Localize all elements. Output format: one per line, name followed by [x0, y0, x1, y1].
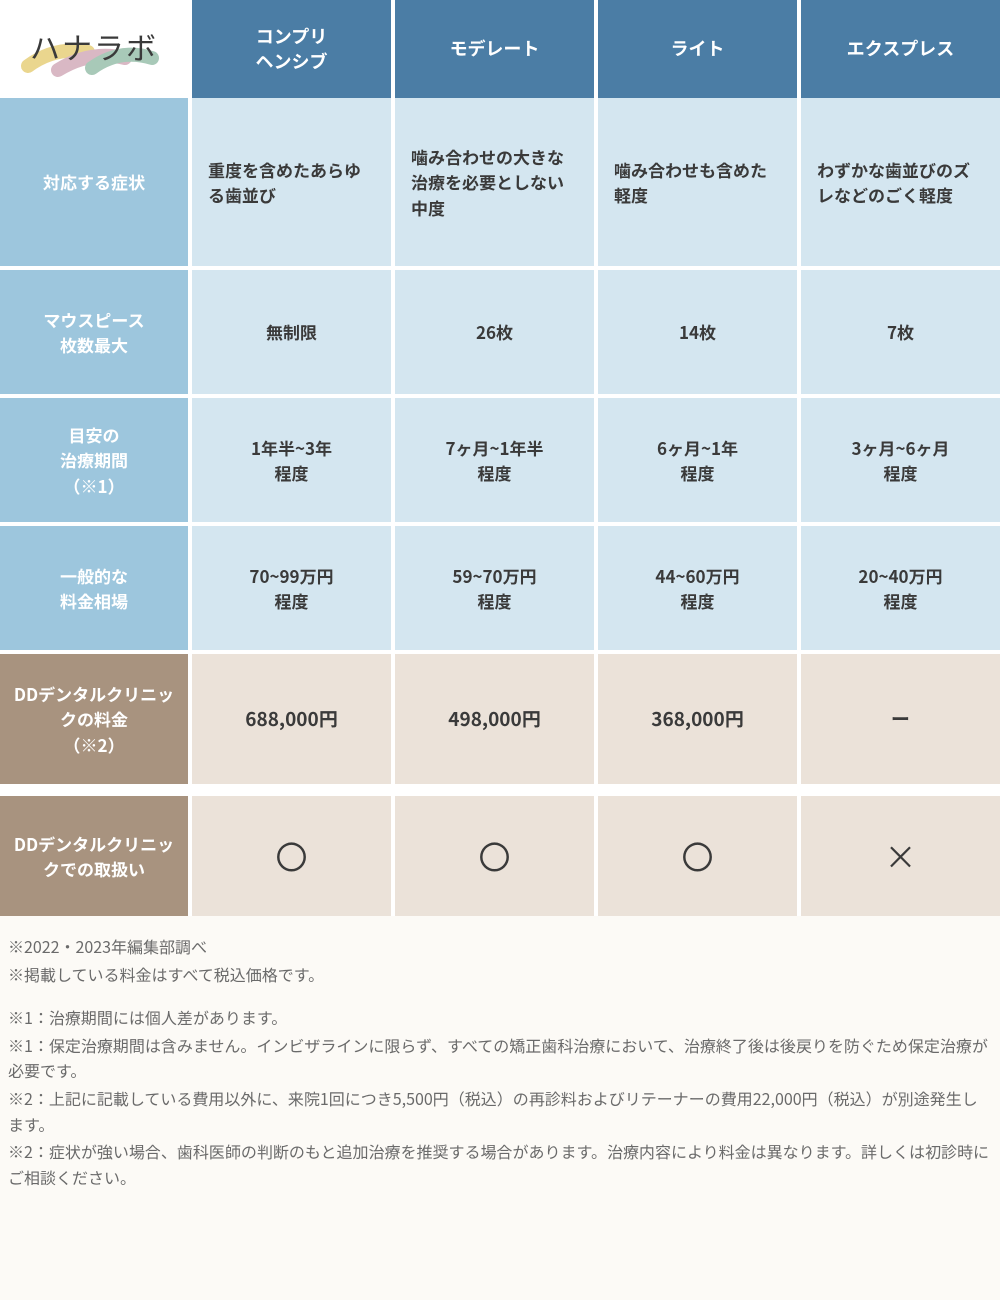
col-header-1: モデレート: [395, 0, 594, 98]
cell-5-2: 〇: [598, 796, 797, 916]
cell-3-0: 70~99万円程度: [192, 526, 391, 650]
row-separator: [0, 788, 1000, 792]
cell-1-1: 26枚: [395, 270, 594, 394]
row-header-0: 対応する症状: [0, 98, 188, 266]
cell-0-2: 噛み合わせも含めた軽度: [598, 98, 797, 266]
footnotes: ※2022・2023年編集部調べ※掲載している料金はすべて税込価格です。 ※1：…: [0, 916, 1000, 1212]
footnote: ※2022・2023年編集部調べ: [8, 934, 992, 960]
cell-2-2: 6ヶ月~1年程度: [598, 398, 797, 522]
cell-2-3: 3ヶ月~6ヶ月程度: [801, 398, 1000, 522]
cell-2-1: 7ヶ月~1年半程度: [395, 398, 594, 522]
table-rows: 対応する症状重度を含めたあらゆる歯並び噛み合わせの大きな治療を必要としない中度噛…: [0, 98, 1000, 916]
cell-4-1: 498,000円: [395, 654, 594, 784]
cell-0-3: わずかな歯並びのズレなどのごく軽度: [801, 98, 1000, 266]
cell-4-0: 688,000円: [192, 654, 391, 784]
footnote: ※2：症状が強い場合、歯科医師の判断のもと追加治療を推奨する場合があります。治療…: [8, 1139, 992, 1190]
col-header-0: コンプリヘンシブ: [192, 0, 391, 98]
row-header-5: DDデンタルクリニックでの取扱い: [0, 796, 188, 916]
row-header-2: 目安の治療期間（※1）: [0, 398, 188, 522]
cell-5-1: 〇: [395, 796, 594, 916]
cell-3-3: 20~40万円程度: [801, 526, 1000, 650]
cell-0-1: 噛み合わせの大きな治療を必要としない中度: [395, 98, 594, 266]
footnote: ※2：上記に記載している費用以外に、来院1回につき5,500円（税込）の再診料お…: [8, 1086, 992, 1137]
cell-2-0: 1年半~3年程度: [192, 398, 391, 522]
cell-3-2: 44~60万円程度: [598, 526, 797, 650]
col-header-2: ライト: [598, 0, 797, 98]
cell-0-0: 重度を含めたあらゆる歯並び: [192, 98, 391, 266]
cell-1-3: 7枚: [801, 270, 1000, 394]
cell-5-3: ×: [801, 796, 1000, 916]
logo-cell: ハナラボ: [0, 0, 188, 98]
cell-4-2: 368,000円: [598, 654, 797, 784]
footnote: ※掲載している料金はすべて税込価格です。: [8, 962, 992, 988]
row-header-3: 一般的な料金相場: [0, 526, 188, 650]
logo-text: ハナラボ: [30, 27, 158, 72]
cell-5-0: 〇: [192, 796, 391, 916]
row-header-1: マウスピース枚数最大: [0, 270, 188, 394]
cell-1-0: 無制限: [192, 270, 391, 394]
cell-3-1: 59~70万円程度: [395, 526, 594, 650]
footnote: ※1：保定治療期間は含みません。インビザラインに限らず、すべての矯正歯科治療にお…: [8, 1033, 992, 1084]
footnote: ※1：治療期間には個人差があります。: [8, 1005, 992, 1031]
cell-4-3: ー: [801, 654, 1000, 784]
cell-1-2: 14枚: [598, 270, 797, 394]
col-header-3: エクスプレス: [801, 0, 1000, 98]
comparison-table: ハナラボ コンプリヘンシブ モデレート ライト エクスプレス: [0, 0, 1000, 98]
row-header-4: DDデンタルクリニックの料金（※2）: [0, 654, 188, 784]
